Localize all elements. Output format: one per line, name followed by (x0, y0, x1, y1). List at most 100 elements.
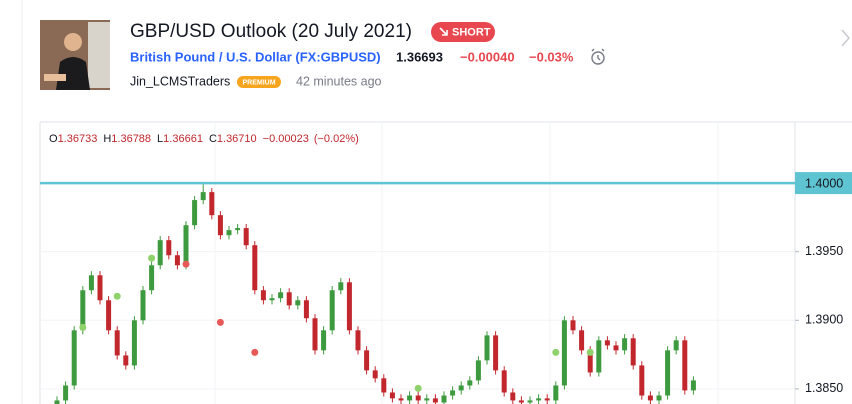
candle-body (544, 398, 550, 401)
candle-body (647, 395, 653, 401)
legend-key: L (157, 133, 163, 145)
candle-body (192, 200, 198, 226)
legend-value: 1.36661 (163, 133, 203, 145)
candle-body (269, 298, 275, 301)
ohlc-legend: O 1.36733 H 1.36788 L 1.36661 C 1.36710 −0.00023… (49, 133, 359, 145)
candle-body (226, 230, 232, 236)
short-badge: SHORT (431, 22, 495, 42)
grid-v (214, 122, 719, 404)
candle-body (510, 392, 516, 401)
candle-body (364, 350, 370, 371)
candle-body (613, 345, 619, 351)
y-tick-label: 1.3900 (805, 313, 843, 327)
candle-body (88, 275, 94, 291)
legend-key: H (103, 133, 111, 145)
premium-text: PREMIUM (242, 79, 275, 86)
candle-body (570, 320, 576, 331)
candle-body (80, 290, 86, 331)
candle-body (665, 350, 671, 396)
candle-body (475, 360, 481, 381)
candle-body (579, 330, 585, 351)
candle-body (389, 392, 395, 399)
change-pct: −0.03% (529, 49, 574, 64)
candle-body (140, 290, 146, 321)
candle-body (682, 340, 688, 391)
signal-dot (216, 318, 224, 326)
alert-icon[interactable] (591, 48, 605, 65)
candle-body (398, 398, 404, 401)
candle-body (415, 395, 421, 401)
legend-key: O (49, 133, 58, 145)
candle-body (252, 245, 258, 291)
candle-body (106, 300, 112, 331)
candle-body (673, 340, 679, 351)
candle-body (217, 215, 223, 236)
candle-body (604, 340, 610, 346)
candle-body (450, 390, 456, 396)
price-highlight-label: 1.4000 (805, 176, 843, 190)
candle-body (157, 240, 163, 266)
signal-dot (79, 323, 87, 331)
legend-change-pct: (−0.02%) (314, 133, 359, 145)
legend-key: C (209, 133, 217, 145)
candle-body (596, 340, 602, 373)
candle-body (303, 300, 309, 319)
candle-body (381, 378, 387, 393)
candle-body (174, 255, 180, 266)
candle-body (467, 380, 473, 386)
candle-body (286, 292, 292, 306)
candle-body (424, 398, 430, 401)
candle-body (131, 320, 137, 366)
candle-body (114, 330, 120, 356)
signal-dot (586, 348, 594, 356)
time: 42 minutes ago (296, 74, 382, 88)
candle-body (123, 355, 129, 366)
premium-badge (237, 76, 281, 88)
candle-body (639, 365, 645, 396)
candle-body (432, 398, 438, 403)
candle-body (209, 192, 215, 216)
candle-body (518, 400, 524, 403)
author[interactable]: Jin_LCMSTraders (130, 74, 230, 88)
candle-body (312, 318, 318, 351)
candle-body (243, 228, 249, 246)
candle-body (295, 300, 301, 306)
signal-dot (113, 292, 121, 300)
candle-body (561, 320, 567, 386)
symbol-link[interactable]: British Pound / U.S. Dollar (FX:GBPUSD) (130, 49, 381, 64)
candle-body (63, 385, 69, 401)
candle-body (553, 385, 559, 401)
candle-body (536, 398, 542, 401)
candle-body (493, 335, 499, 371)
candle-body (278, 292, 284, 299)
plot (40, 184, 795, 404)
legend-change: −0.00023 (263, 133, 309, 145)
legend-value: 1.36710 (217, 133, 257, 145)
candle-body (149, 265, 155, 291)
signal-dot (148, 254, 156, 262)
candle-body (97, 275, 103, 301)
candle-body (338, 282, 344, 291)
candle-body (587, 350, 593, 373)
legend-value: 1.36788 (111, 133, 151, 145)
signal-dot (552, 348, 560, 356)
candle-body (656, 395, 662, 401)
candle-body (235, 228, 241, 231)
price-highlight (795, 172, 852, 195)
signal-dot (414, 384, 422, 392)
candle-body (346, 282, 352, 331)
candle-body (501, 370, 507, 393)
candle-body (484, 335, 490, 361)
badge-text: SHORT (452, 26, 491, 38)
candle-body (690, 380, 696, 391)
candle-body (355, 330, 361, 351)
change: −0.00040 (460, 49, 515, 64)
candle-body (200, 192, 206, 201)
candle-body (183, 225, 189, 266)
candle-body (166, 240, 172, 256)
candle-body (622, 338, 628, 351)
avatar[interactable] (40, 20, 110, 90)
next-arrow[interactable] (841, 29, 850, 47)
